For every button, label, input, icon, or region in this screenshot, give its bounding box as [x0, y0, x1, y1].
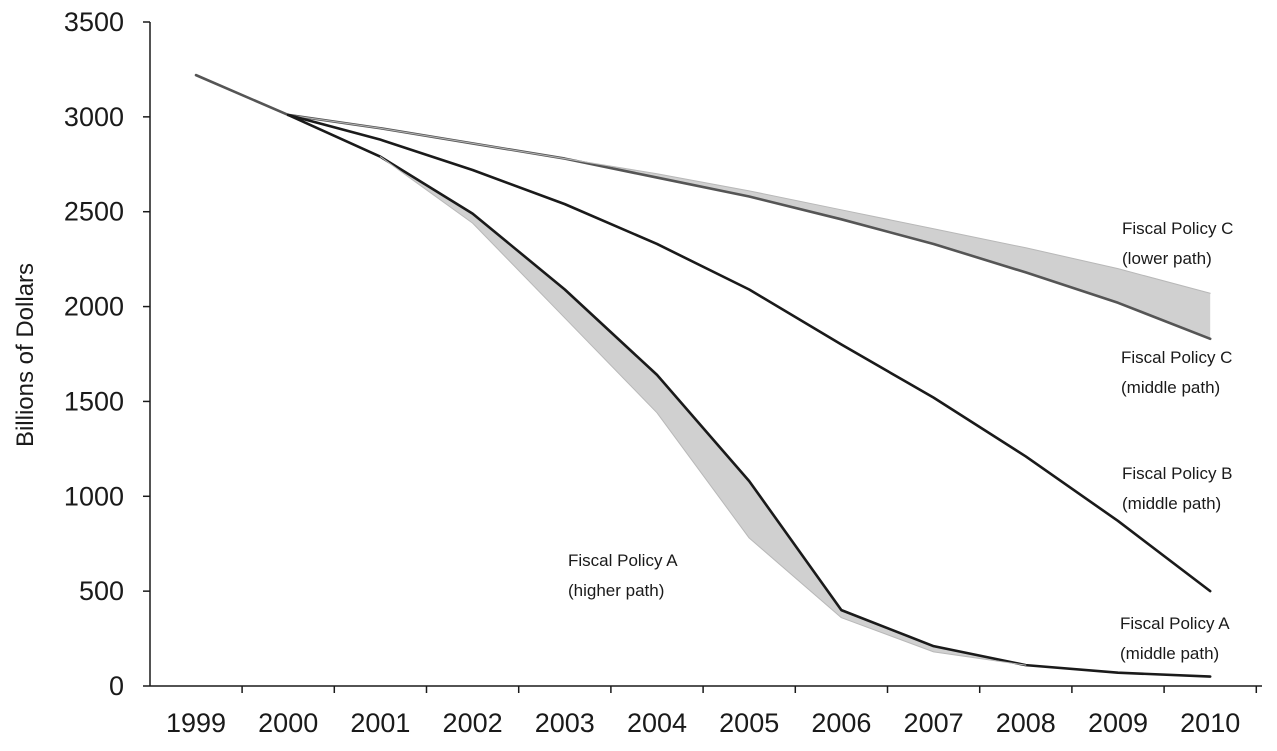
band-fiscal-policy-a: [380, 156, 1026, 666]
y-ticks: 0 500 1000 1500 2000 2500 3000 3500: [64, 7, 150, 701]
x-tick-label-2003: 2003: [535, 708, 595, 738]
annotation-c-middle-line2: (middle path): [1121, 378, 1220, 397]
annotation-a-middle: Fiscal Policy A (middle path): [1120, 614, 1230, 663]
x-tick-label-2010: 2010: [1180, 708, 1240, 738]
y-tick-label-0: 0: [109, 671, 124, 701]
series-line-fiscal-policy-c-middle-path: [194, 73, 1212, 341]
x-tick-label-2001: 2001: [350, 708, 410, 738]
x-tick-label-2007: 2007: [904, 708, 964, 738]
series-lines: [194, 73, 1212, 678]
y-tick-label-2500: 2500: [64, 197, 124, 227]
y-tick-label-3000: 3000: [64, 102, 124, 132]
annotation-a-middle-line1: Fiscal Policy A: [1120, 614, 1230, 633]
x-tick-label-2006: 2006: [811, 708, 871, 738]
y-tick-label-1000: 1000: [64, 481, 124, 511]
uncertainty-bands: [288, 114, 1211, 666]
series-line-fiscal-policy-c-lower-path: [287, 114, 1211, 294]
x-tick-label-2008: 2008: [996, 708, 1056, 738]
x-tick-label-2004: 2004: [627, 708, 687, 738]
annotation-c-middle-line1: Fiscal Policy C: [1121, 348, 1232, 367]
annotation-c-lower: Fiscal Policy C (lower path): [1122, 219, 1233, 268]
y-tick-label-3500: 3500: [64, 7, 124, 37]
annotation-c-lower-line1: Fiscal Policy C: [1122, 219, 1233, 238]
x-tick-label-2002: 2002: [443, 708, 503, 738]
series-line-fiscal-policy-a-middle-path: [286, 113, 1212, 678]
y-tick-label-500: 500: [79, 576, 124, 606]
annotation-b-middle-line2: (middle path): [1122, 494, 1221, 513]
series-line-fiscal-policy-a-higher-path: [379, 156, 1027, 666]
annotation-c-middle: Fiscal Policy C (middle path): [1121, 348, 1232, 397]
axes: [149, 22, 1262, 687]
series-line-fiscal-policy-b-middle-path: [286, 113, 1212, 593]
annotation-c-lower-line2: (lower path): [1122, 249, 1212, 268]
x-ticks: 1999 2000 2001 2002 2003 2004 2005 2006 2007 2008…: [166, 686, 1258, 738]
annotation-b-middle-line1: Fiscal Policy B: [1122, 464, 1233, 483]
y-axis-label: Billions of Dollars: [12, 263, 39, 447]
x-tick-label-2005: 2005: [719, 708, 779, 738]
x-tick-label-1999: 1999: [166, 708, 226, 738]
x-tick-label-2009: 2009: [1088, 708, 1148, 738]
x-tick-label-2000: 2000: [258, 708, 318, 738]
y-tick-label-1500: 1500: [64, 386, 124, 416]
annotation-b-middle: Fiscal Policy B (middle path): [1122, 464, 1233, 513]
annotation-a-higher: Fiscal Policy A (higher path): [568, 551, 678, 600]
band-fiscal-policy-c: [288, 114, 1211, 339]
annotation-a-middle-line2: (middle path): [1120, 644, 1219, 663]
y-tick-label-2000: 2000: [64, 292, 124, 322]
annotation-a-higher-line1: Fiscal Policy A: [568, 551, 678, 570]
annotation-a-higher-line2: (higher path): [568, 581, 664, 600]
